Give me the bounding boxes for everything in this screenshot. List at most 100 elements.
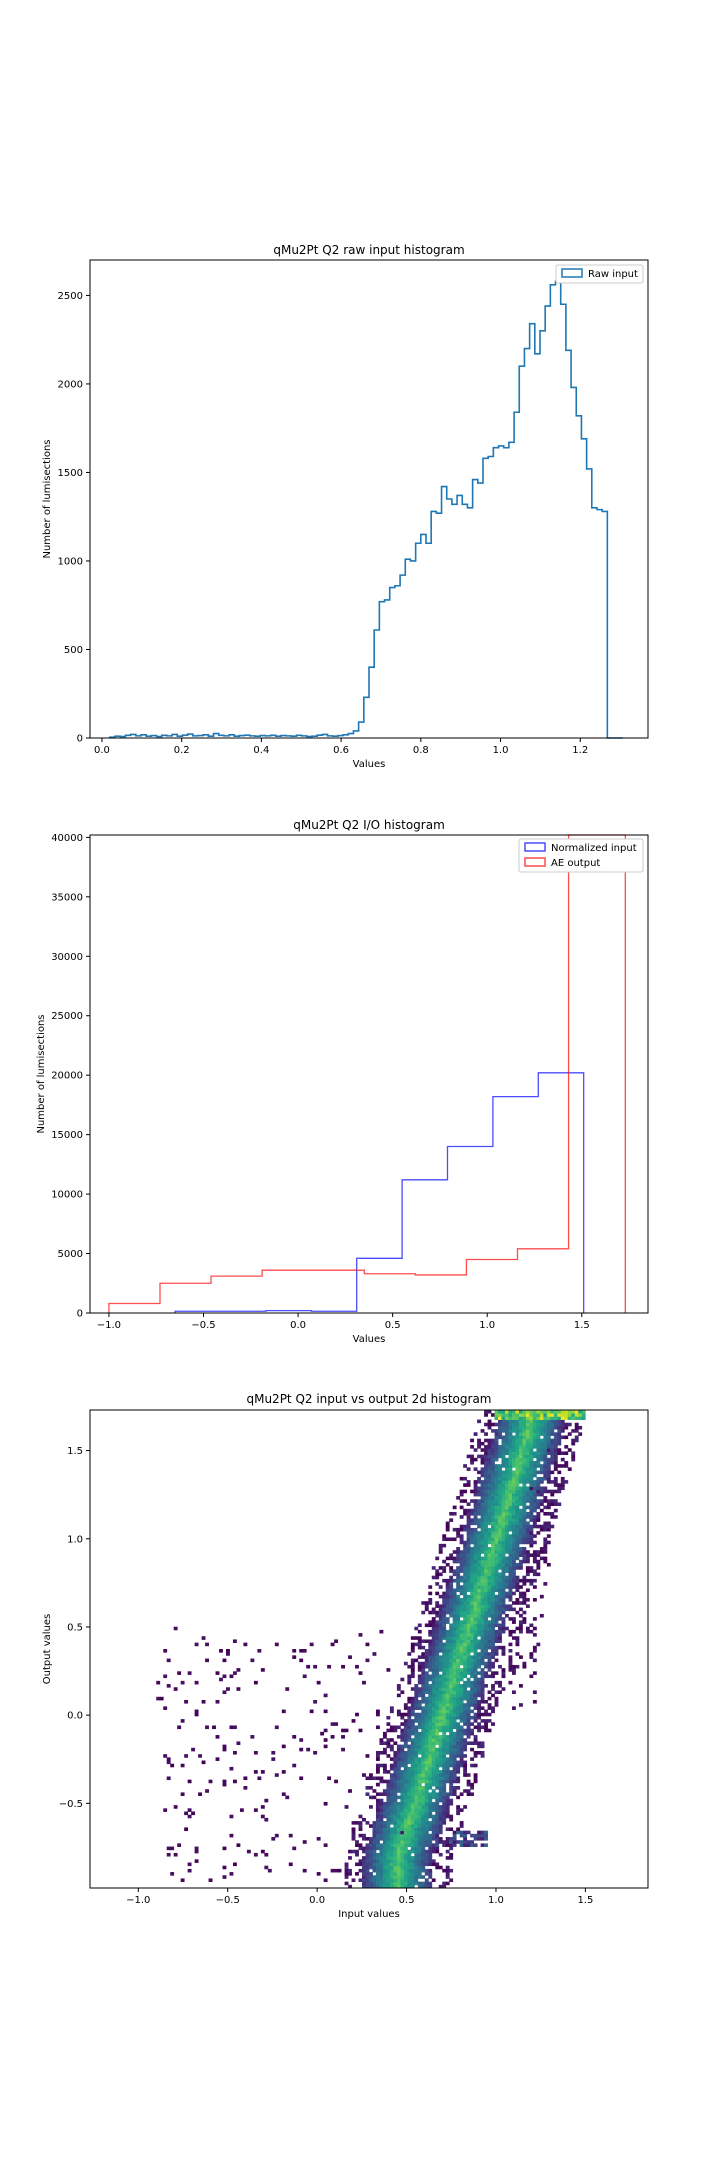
chart3-heatmap-cell: [477, 1604, 481, 1608]
chart3-heatmap-cell: [396, 1754, 401, 1758]
chart3-heatmap-cell: [522, 1435, 527, 1440]
chart3-heatmap-cell: [532, 1518, 537, 1522]
chart3-heatmap-cell: [382, 1868, 387, 1873]
chart3-heatmap-cell: [466, 1620, 471, 1624]
chart3-heatmap-cell: [452, 1843, 457, 1847]
chart3-heatmap-cell: [452, 1696, 457, 1701]
chart3-heatmap-cell: [438, 1719, 443, 1723]
chart3-heatmap-cell: [421, 1779, 426, 1784]
chart3-heatmap-cell: [382, 1750, 387, 1755]
chart3-heatmap-cell: [407, 1760, 412, 1765]
chart3-heatmap-cell: [435, 1601, 440, 1605]
chart3-heatmap-cell: [487, 1658, 492, 1663]
chart3-heatmap-cell: [389, 1792, 394, 1796]
chart3-heatmap-cell: [445, 1693, 450, 1698]
chart3-heatmap-cell: [463, 1789, 468, 1793]
chart3-heatmap-cell: [484, 1486, 488, 1491]
chart3-heatmap-cell: [498, 1594, 502, 1599]
chart3-heatmap-cell: [403, 1849, 408, 1854]
chart3-heatmap-cell: [379, 1846, 384, 1851]
chart3-heatmap-cell: [452, 1537, 457, 1542]
chart3-heatmap-cell: [494, 1550, 499, 1554]
chart3-heatmap-cell: [511, 1457, 516, 1462]
chart3-heatmap-cell: [498, 1636, 502, 1640]
chart3-heatmap-cell: [463, 1559, 468, 1564]
chart3-heatmap-cell: [393, 1817, 398, 1822]
chart3-heatmap-cell: [522, 1591, 527, 1596]
chart3-heatmap-cell: [414, 1821, 419, 1825]
chart3-heatmap-cell: [442, 1786, 447, 1790]
chart3-heatmap-cell: [550, 1451, 555, 1456]
chart3-heatmap-cell: [445, 1779, 450, 1784]
chart3-heatmap-cell: [473, 1735, 478, 1739]
chart3-heatmap-cell: [505, 1489, 509, 1494]
chart3-heatmap-cell: [452, 1511, 457, 1516]
chart3-heatmap-cell: [501, 1582, 506, 1586]
chart3-heatmap-cell: [470, 1598, 475, 1602]
chart3-heatmap-cell: [396, 1811, 401, 1816]
chart3-heatmap-cell: [442, 1782, 447, 1787]
chart3-heatmap-cell: [501, 1410, 506, 1414]
chart3-heatmap-cell: [473, 1687, 478, 1691]
chart3-heatmap-cell: [393, 1779, 398, 1784]
chart3-heatmap-cell: [396, 1789, 401, 1793]
chart3-heatmap-cell: [508, 1425, 513, 1430]
chart3-heatmap-cell: [567, 1467, 572, 1471]
chart3-heatmap-cell: [417, 1766, 422, 1771]
chart3-heatmap-cell: [505, 1467, 509, 1471]
chart3-heatmap-cell: [470, 1629, 475, 1634]
chart3-heatmap-cell: [560, 1416, 565, 1420]
chart3-heatmap-cell: [445, 1585, 450, 1589]
chart3-heatmap-cell: [529, 1467, 534, 1471]
chart3-heatmap-cell: [484, 1652, 488, 1656]
chart3-heatmap-cell: [407, 1837, 412, 1841]
chart3-heatmap-cell: [487, 1531, 492, 1535]
chart3-heatmap-cell: [428, 1731, 433, 1736]
chart3-heatmap-cell: [166, 1852, 171, 1857]
chart3-heatmap-cell: [410, 1814, 415, 1819]
chart3-heatmap-cell: [522, 1515, 527, 1519]
chart3-heatmap-cell: [410, 1865, 415, 1870]
chart3-heatmap-cell: [491, 1578, 495, 1583]
chart3-heatmap-cell: [435, 1843, 440, 1847]
chart3-heatmap-cell: [498, 1582, 502, 1586]
chart3-heatmap-cell: [421, 1786, 426, 1790]
chart3-heatmap-cell: [477, 1588, 481, 1593]
chart3-heatmap-cell: [327, 1776, 332, 1781]
chart3-heatmap-cell: [428, 1601, 433, 1605]
chart3-heatmap-cell: [539, 1451, 544, 1456]
chart3-heatmap-cell: [463, 1591, 468, 1596]
chart3-heatmap-cell: [466, 1684, 471, 1688]
chart3-heatmap-cell: [431, 1674, 436, 1679]
chart3-heatmap-cell: [414, 1658, 419, 1663]
chart3-heatmap-cell: [205, 1658, 209, 1663]
chart3-heatmap-cell: [431, 1655, 436, 1659]
chart3-heatmap-cell: [417, 1703, 422, 1707]
chart3-heatmap-cell: [428, 1715, 433, 1720]
chart3-heatmap-cell: [470, 1610, 475, 1615]
chart3-heatmap-cell: [403, 1754, 408, 1758]
chart3-heatmap-cell: [491, 1601, 495, 1605]
chart3-heatmap-cell: [515, 1556, 520, 1561]
chart3-heatmap-cell: [243, 1786, 248, 1790]
chart3-heatmap-cell: [452, 1776, 457, 1781]
chart3-heatmap-cell: [452, 1760, 457, 1765]
chart3-heatmap-cell: [428, 1766, 433, 1771]
chart3-heatmap-cell: [456, 1617, 461, 1621]
chart3-heatmap-cell: [487, 1712, 492, 1717]
chart3-heatmap-cell: [438, 1674, 443, 1679]
chart3-heatmap-cell: [473, 1550, 478, 1554]
chart3-heatmap-cell: [435, 1865, 440, 1870]
chart3-heatmap-cell: [369, 1773, 373, 1777]
chart3-heatmap-cell: [403, 1725, 408, 1730]
chart3-heatmap-cell: [491, 1511, 495, 1516]
chart3-heatmap-cell: [445, 1677, 450, 1682]
chart3-heatmap-cell: [351, 1849, 356, 1854]
chart3-heatmap-cell: [525, 1572, 530, 1577]
chart3-heatmap-cell: [421, 1661, 426, 1666]
chart3-heatmap-cell: [417, 1862, 422, 1867]
chart3-heatmap-cell: [480, 1486, 485, 1491]
chart3-heatmap-cell: [498, 1451, 502, 1456]
chart3-heatmap-cell: [442, 1604, 447, 1608]
chart3-heatmap-cell: [491, 1540, 495, 1545]
